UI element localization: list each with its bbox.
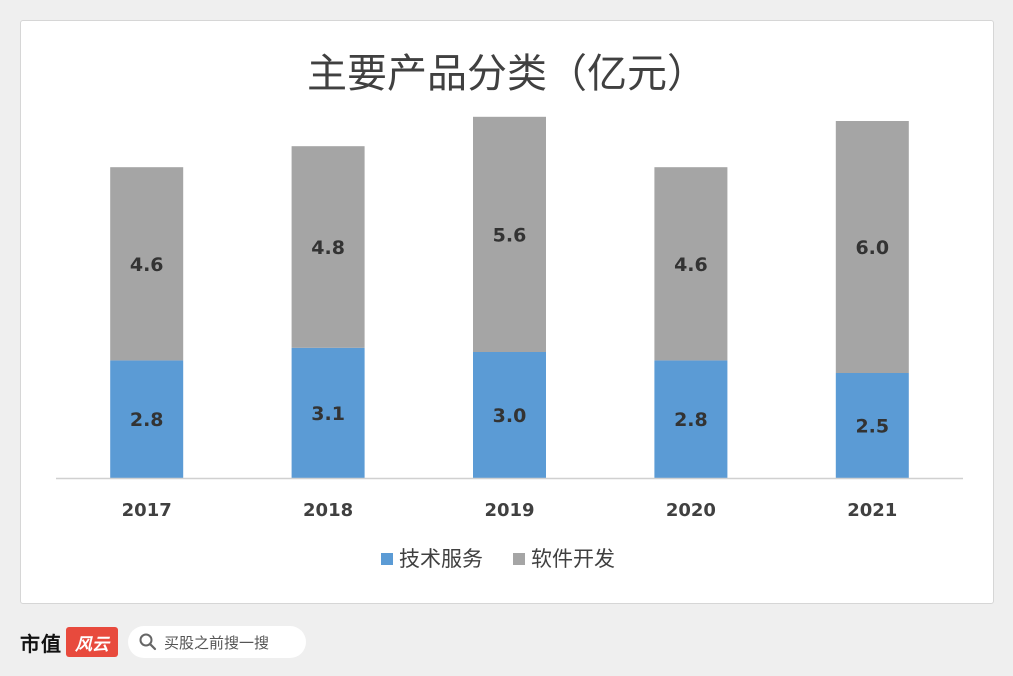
brand-name: 市值 xyxy=(20,631,62,656)
bar-tech-service-2021 xyxy=(835,373,909,478)
data-label-tech-service-2019: 3.0 xyxy=(493,405,527,427)
data-label-tech-service-2020: 2.8 xyxy=(674,409,708,431)
x-tick-2017: 2017 xyxy=(122,500,172,521)
bar-tech-service-2018 xyxy=(291,347,365,478)
x-tick-2021: 2021 xyxy=(847,500,897,521)
x-tick-2018: 2018 xyxy=(303,500,353,521)
data-label-tech-service-2018: 3.1 xyxy=(311,403,345,425)
chart-card: 主要产品分类（亿元） 2.8 4.6 2017 3.1 4.8 2018 3.0 5.6 2019… xyxy=(20,20,994,604)
legend-label-software-dev: 软件开发 xyxy=(531,547,615,571)
bar-tech-service-2017 xyxy=(110,360,184,478)
data-label-tech-service-2017: 2.8 xyxy=(130,409,164,431)
stacked-bar-chart: 主要产品分类（亿元） 2.8 4.6 2017 3.1 4.8 2018 3.0 5.6 2019… xyxy=(56,51,963,571)
bar-software-dev-2017 xyxy=(110,167,184,361)
legend-label-tech-service: 技术服务 xyxy=(399,547,483,571)
x-tick-2019: 2019 xyxy=(484,500,534,521)
data-label-software-dev-2017: 4.6 xyxy=(130,254,164,276)
legend-swatch-tech-service xyxy=(381,553,393,565)
brand-logo: 风云 xyxy=(66,627,118,657)
search-placeholder: 买股之前搜一搜 xyxy=(164,633,270,652)
data-label-tech-service-2021: 2.5 xyxy=(855,416,889,438)
search-icon xyxy=(139,633,157,651)
bar-software-dev-2021 xyxy=(835,121,909,373)
x-tick-2020: 2020 xyxy=(666,500,716,521)
data-label-software-dev-2018: 4.8 xyxy=(311,237,345,259)
data-label-software-dev-2021: 6.0 xyxy=(855,237,889,259)
data-label-software-dev-2019: 5.6 xyxy=(493,224,527,246)
bar-tech-service-2020 xyxy=(654,360,728,478)
search-box[interactable]: 买股之前搜一搜 xyxy=(128,626,306,658)
bar-software-dev-2019 xyxy=(473,116,546,352)
legend-swatch-software-dev xyxy=(513,553,525,565)
data-label-software-dev-2020: 4.6 xyxy=(674,254,708,276)
footer-bar: 市值 风云 买股之前搜一搜 xyxy=(20,622,580,662)
chart-title: 主要产品分类（亿元） xyxy=(307,51,707,97)
bar-tech-service-2019 xyxy=(473,352,546,478)
bar-software-dev-2018 xyxy=(291,146,365,348)
bar-software-dev-2020 xyxy=(654,167,728,361)
